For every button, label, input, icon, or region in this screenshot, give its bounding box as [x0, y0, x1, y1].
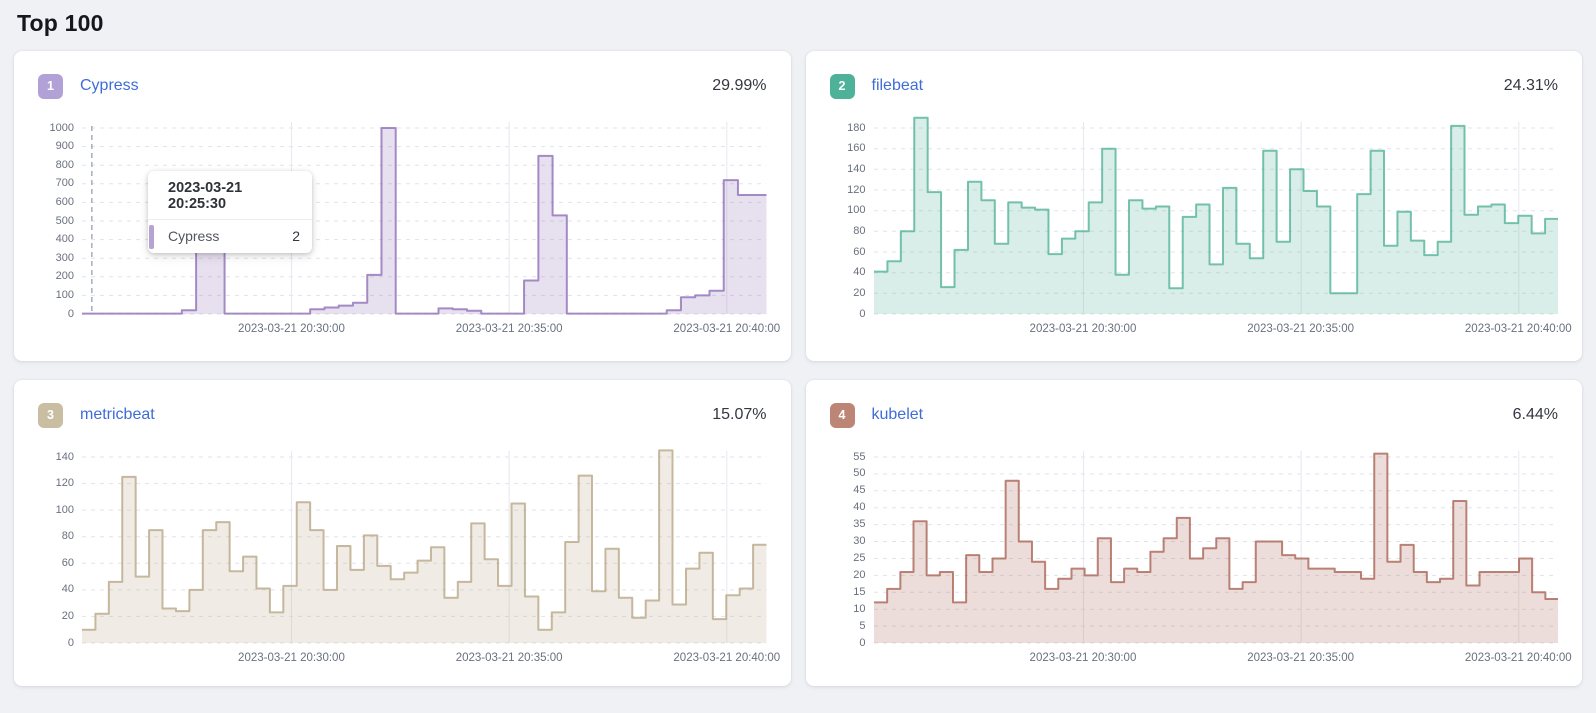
x-tick-label: 2023-03-21 20:30:00 — [1029, 652, 1137, 664]
y-tick-label: 600 — [55, 195, 74, 208]
rank-badge: 3 — [38, 402, 63, 428]
chart-block: 0 20 40 60 80 100 120 140 160 180 — [830, 116, 1558, 320]
chart-title-link[interactable]: metricbeat — [80, 406, 155, 423]
chart-title-link[interactable]: Cypress — [80, 77, 139, 94]
y-tick-label: 900 — [55, 140, 74, 153]
card-header: 3 metricbeat 15.07% — [38, 402, 767, 428]
step-area-chart — [873, 445, 1558, 645]
y-tick-label: 160 — [847, 142, 866, 155]
y-tick-label: 35 — [853, 518, 866, 531]
chart-block: 0 20 40 60 80 100 120 140 — [38, 445, 767, 649]
y-tick-label: 0 — [859, 636, 866, 649]
chart-tooltip: 2023-03-21 20:25:30 Cypress 2 — [148, 171, 312, 253]
y-tick-label: 30 — [853, 535, 866, 547]
rank-badge: 1 — [38, 73, 63, 99]
chart-card-filebeat: 2 filebeat 24.31% 0 20 40 60 80 100 120 140 160 1… — [805, 51, 1582, 361]
y-axis-labels: 0 100 200 300 400 500 600 700 800 900 1000 — [38, 116, 82, 320]
chart-plot[interactable] — [873, 445, 1558, 645]
y-tick-label: 40 — [853, 501, 866, 514]
x-axis-labels: 2023-03-21 20:30:00 2023-03-21 20:35:00 20… — [82, 645, 780, 669]
x-tick-label: 2023-03-21 20:40:00 — [1464, 652, 1572, 664]
y-axis-labels: 0 20 40 60 80 100 120 140 160 180 — [830, 116, 874, 320]
page-title: Top 100 — [17, 10, 104, 36]
chart-card-kubelet: 4 kubelet 6.44% 0 5 10 15 20 25 30 35 40 45 50 55 2… — [805, 380, 1582, 686]
x-tick-label: 2023-03-21 20:35:00 — [455, 652, 563, 664]
x-tick-label: 2023-03-21 20:30:00 — [1029, 323, 1137, 335]
x-tick-label: 2023-03-21 20:30:00 — [238, 323, 345, 335]
y-tick-label: 0 — [859, 307, 866, 320]
rank-badge: 2 — [829, 73, 855, 99]
x-axis-labels: 2023-03-21 20:30:00 2023-03-21 20:35:00 20… — [874, 316, 1572, 340]
percent-value: 24.31% — [1503, 77, 1558, 94]
chart-title-link[interactable]: filebeat — [871, 77, 924, 94]
y-tick-label: 700 — [55, 177, 74, 190]
y-tick-label: 500 — [55, 214, 74, 227]
chart-card-metricbeat: 3 metricbeat 15.07% 0 20 40 60 80 100 120 140 2… — [14, 380, 791, 686]
percent-value: 6.44% — [1512, 406, 1558, 423]
x-axis-labels: 2023-03-21 20:30:00 2023-03-21 20:35:00 20… — [82, 316, 780, 340]
x-tick-label: 2023-03-21 20:40:00 — [673, 652, 781, 664]
tooltip-series-value: 2 — [292, 228, 300, 244]
y-tick-label: 140 — [55, 450, 74, 463]
dashboard-grid: 1 Cypress 29.99% 0 100 200 300 400 500 600 700 8… — [14, 51, 1582, 686]
x-tick-label: 2023-03-21 20:35:00 — [455, 323, 563, 335]
y-tick-label: 5 — [859, 619, 866, 632]
step-area-chart — [873, 116, 1558, 316]
y-tick-label: 20 — [853, 286, 866, 299]
tooltip-timestamp: 2023-03-21 20:25:30 — [148, 171, 312, 220]
card-header: 4 kubelet 6.44% — [829, 402, 1558, 428]
y-tick-label: 100 — [847, 204, 866, 217]
y-tick-label: 40 — [853, 266, 866, 279]
card-header: 1 Cypress 29.99% — [38, 73, 767, 99]
card-header: 2 filebeat 24.31% — [829, 73, 1558, 99]
y-tick-label: 20 — [61, 609, 74, 622]
rank-badge: 4 — [829, 402, 855, 428]
y-tick-label: 55 — [853, 450, 866, 463]
y-tick-label: 1000 — [49, 121, 74, 134]
tooltip-series-marker — [149, 225, 154, 249]
y-tick-label: 80 — [61, 530, 74, 543]
chart-plot[interactable] — [873, 116, 1558, 316]
y-tick-label: 40 — [61, 583, 74, 596]
y-tick-label: 200 — [55, 270, 74, 283]
chart-card-cypress: 1 Cypress 29.99% 0 100 200 300 400 500 600 700 8… — [14, 51, 791, 361]
chart-block: 0 5 10 15 20 25 30 35 40 45 50 55 — [830, 445, 1558, 649]
x-tick-label: 2023-03-21 20:30:00 — [238, 652, 345, 664]
tooltip-series-label: Cypress — [168, 228, 220, 244]
y-tick-label: 300 — [55, 251, 74, 264]
x-tick-label: 2023-03-21 20:40:00 — [1464, 323, 1572, 335]
y-tick-label: 100 — [55, 503, 74, 516]
y-tick-label: 100 — [55, 288, 74, 301]
y-tick-label: 0 — [67, 307, 74, 320]
y-tick-label: 800 — [55, 158, 74, 171]
step-area-chart — [82, 445, 767, 645]
chart-title-link[interactable]: kubelet — [871, 406, 924, 423]
y-tick-label: 120 — [55, 477, 74, 490]
y-tick-label: 25 — [853, 552, 866, 564]
y-tick-label: 15 — [853, 585, 866, 598]
y-tick-label: 60 — [853, 245, 866, 258]
y-axis-labels: 0 5 10 15 20 25 30 35 40 45 50 55 — [830, 445, 874, 649]
y-axis-labels: 0 20 40 60 80 100 120 140 — [38, 445, 82, 649]
y-tick-label: 0 — [67, 636, 74, 649]
x-tick-label: 2023-03-21 20:35:00 — [1247, 652, 1355, 664]
x-tick-label: 2023-03-21 20:40:00 — [673, 323, 781, 335]
y-tick-label: 45 — [853, 484, 866, 497]
chart-plot[interactable] — [82, 445, 767, 645]
y-tick-label: 120 — [847, 183, 866, 196]
y-tick-label: 400 — [55, 233, 74, 246]
y-tick-label: 180 — [847, 121, 866, 134]
tooltip-row: Cypress 2 — [148, 220, 312, 253]
percent-value: 15.07% — [712, 406, 767, 423]
y-tick-label: 50 — [853, 467, 866, 480]
y-tick-label: 140 — [847, 162, 866, 175]
y-tick-label: 60 — [61, 556, 74, 569]
y-tick-label: 80 — [853, 224, 866, 237]
x-axis-labels: 2023-03-21 20:30:00 2023-03-21 20:35:00 20… — [874, 645, 1572, 669]
y-tick-label: 10 — [853, 602, 866, 615]
percent-value: 29.99% — [712, 77, 767, 94]
x-tick-label: 2023-03-21 20:35:00 — [1247, 323, 1355, 335]
y-tick-label: 20 — [853, 568, 866, 581]
